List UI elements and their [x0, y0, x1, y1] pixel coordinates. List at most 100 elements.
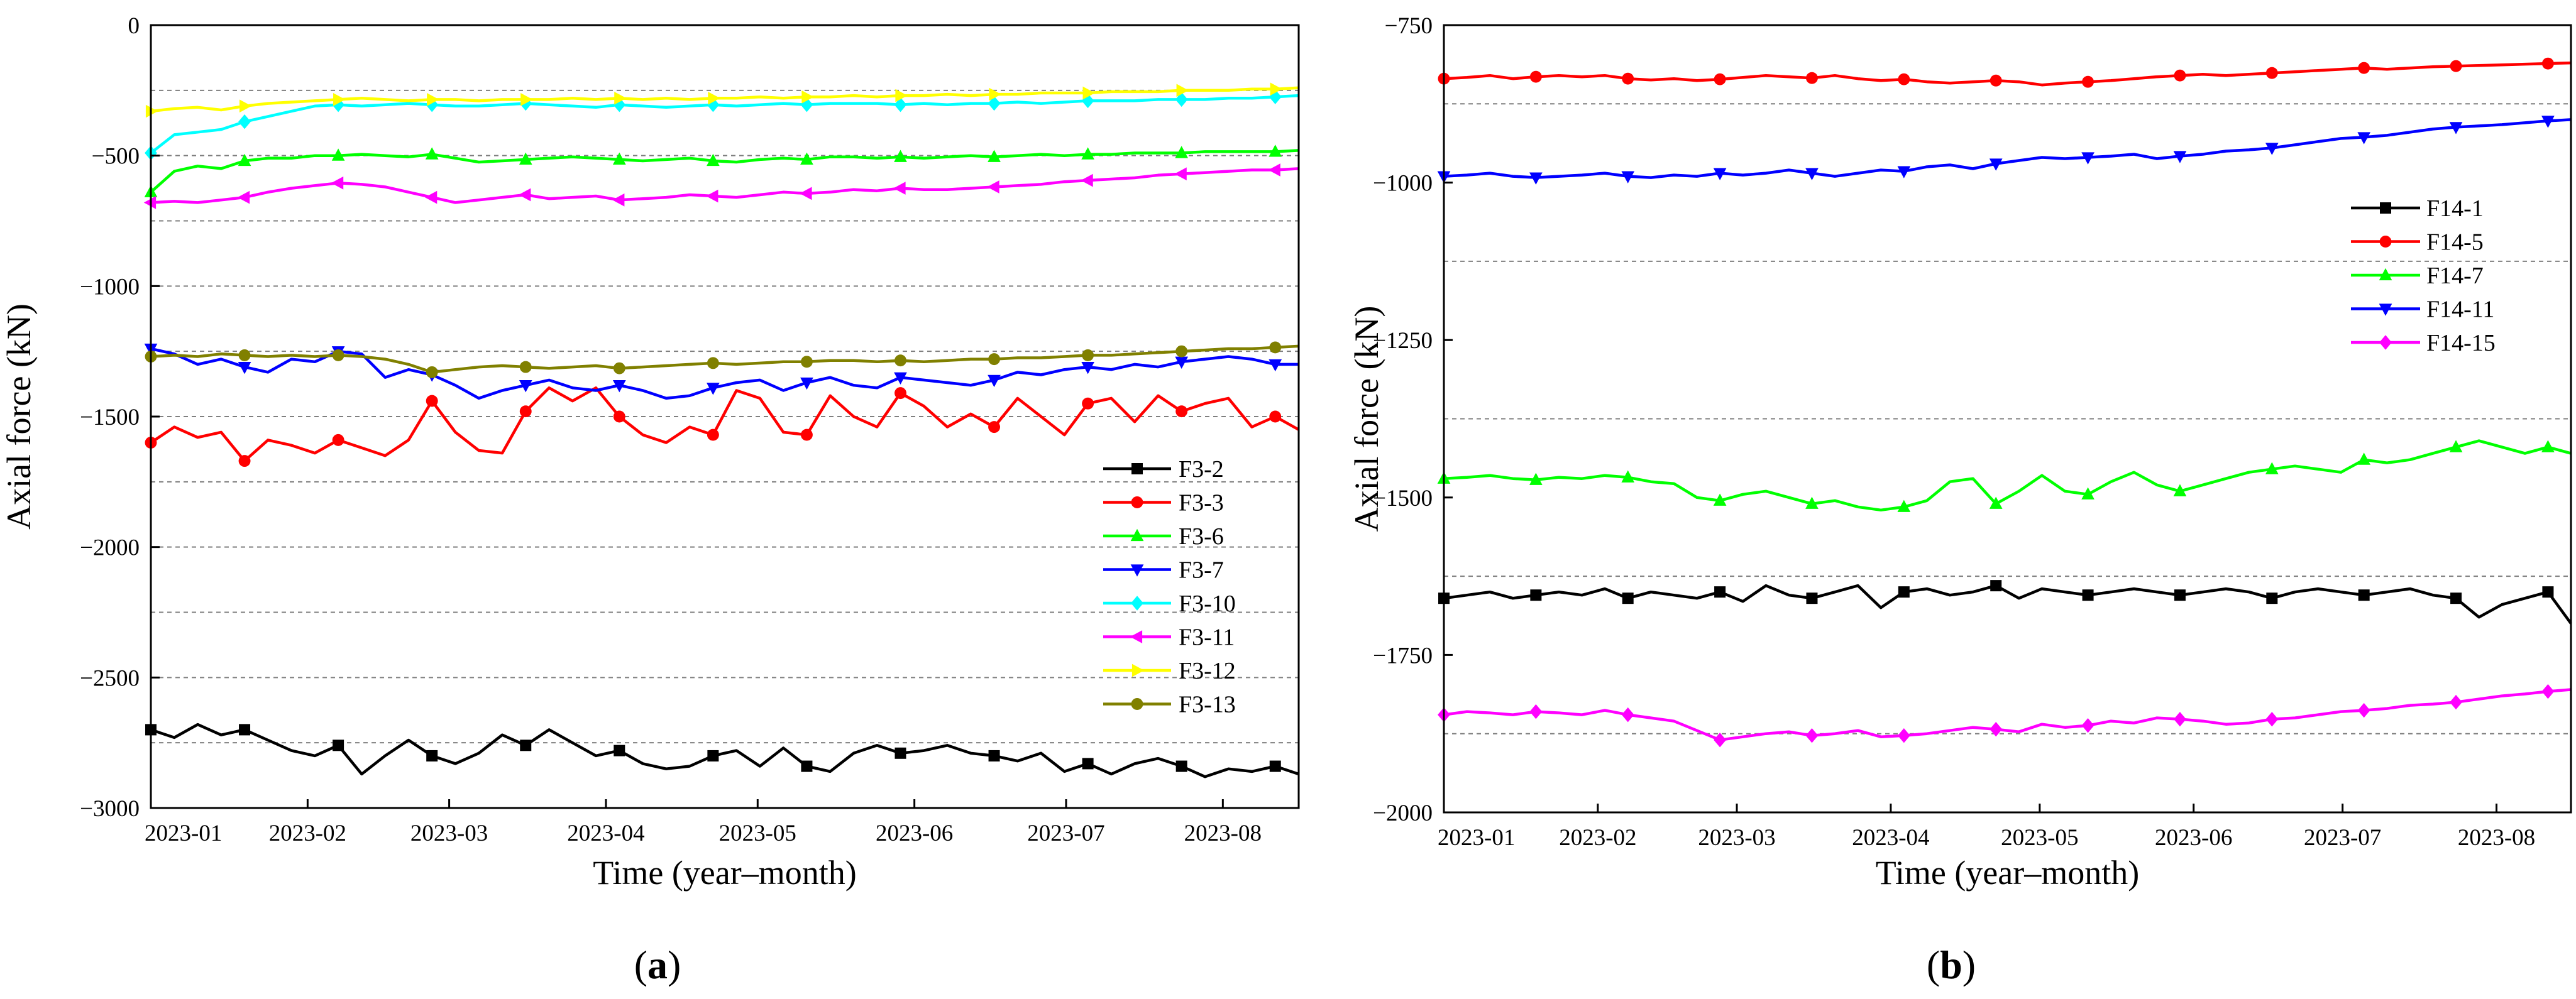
series-group — [1437, 57, 2572, 748]
legend-label: F3-13 — [1179, 692, 1236, 718]
data-point — [520, 740, 532, 751]
data-point — [1081, 173, 1093, 187]
data-point — [332, 349, 344, 361]
data-point — [707, 383, 720, 395]
data-point — [1082, 349, 1094, 361]
data-point — [1897, 500, 1911, 512]
data-point — [1714, 586, 1726, 598]
data-point — [1989, 158, 2003, 171]
data-point — [1175, 356, 1189, 369]
data-point — [987, 180, 999, 194]
data-point — [1898, 586, 1910, 598]
y-tick-label: −2000 — [80, 535, 140, 561]
data-point — [1268, 163, 1280, 177]
x-tick-label: 2023-04 — [567, 821, 644, 846]
data-point — [1529, 472, 1543, 485]
legend-item: F3-10 — [1103, 591, 1236, 617]
data-point — [2265, 67, 2278, 79]
x-tick-label: 2023-01 — [1438, 825, 1515, 851]
data-point — [2081, 152, 2094, 165]
legend-item: F3-2 — [1103, 456, 1224, 483]
series-F14-15 — [1438, 684, 2572, 748]
data-point — [1990, 74, 2002, 87]
data-point — [1990, 580, 2002, 592]
legend-item: F14-15 — [2351, 330, 2496, 356]
data-point — [707, 97, 720, 112]
data-point — [613, 362, 625, 374]
data-point — [1621, 171, 1635, 183]
data-point — [988, 374, 1001, 388]
grid-lines — [151, 89, 1299, 744]
data-point — [2265, 143, 2279, 155]
data-point — [707, 750, 719, 762]
series-F14-5 — [1438, 57, 2572, 88]
x-axis-title: Time (year–month) — [1876, 854, 2139, 892]
series-F3-6 — [144, 145, 1299, 197]
series-line — [1443, 118, 2572, 179]
data-point — [1174, 167, 1187, 181]
legend-item: F3-7 — [1103, 557, 1224, 584]
data-point — [707, 429, 719, 441]
x-axis: 2023-01 2023-02 2023-03 2023-04 2023-05 2023-… — [145, 799, 1262, 846]
data-point — [614, 91, 627, 105]
x-tick-label: 2023-03 — [1698, 825, 1775, 851]
y-tick-label: −1750 — [1373, 643, 1433, 669]
data-point — [894, 372, 907, 385]
data-point — [2541, 684, 2555, 699]
data-point — [707, 153, 720, 166]
legend-marker — [1131, 596, 1143, 611]
series-F14-11 — [1437, 116, 2572, 185]
data-point — [1805, 168, 1819, 180]
data-point — [2265, 462, 2279, 474]
x-tick-label: 2023-07 — [1027, 821, 1104, 846]
y-tick-label: −1000 — [1373, 171, 1433, 197]
y-tick-label: −1500 — [80, 405, 140, 430]
data-point — [1805, 728, 1819, 743]
data-point — [238, 361, 251, 374]
data-point — [1269, 410, 1282, 423]
data-point — [800, 429, 813, 441]
series-F14-1 — [1438, 580, 2572, 625]
legend-label: F3-6 — [1179, 523, 1224, 550]
data-point — [1530, 589, 1542, 601]
x-tick-label: 2023-05 — [2001, 825, 2078, 851]
data-point — [894, 150, 907, 162]
legend-label: F3-2 — [1179, 456, 1224, 483]
data-point — [988, 421, 1001, 434]
data-point — [894, 387, 906, 400]
data-point — [333, 740, 344, 751]
legend-label: F3-3 — [1179, 490, 1224, 516]
data-point — [894, 747, 906, 759]
legend-marker — [1131, 698, 1143, 710]
data-point — [519, 380, 532, 393]
legend-item: F3-3 — [1103, 490, 1224, 516]
legend-marker — [2379, 335, 2392, 350]
data-point — [519, 361, 532, 373]
data-point — [2081, 487, 2094, 500]
data-point — [519, 405, 532, 418]
data-point — [2541, 440, 2555, 452]
data-point — [519, 152, 532, 165]
data-point — [2082, 75, 2094, 88]
data-point — [2265, 711, 2279, 727]
data-point — [1529, 172, 1543, 185]
data-point — [1898, 73, 1910, 85]
data-point — [2358, 62, 2370, 74]
series-F14-7 — [1437, 439, 2572, 512]
data-point — [239, 724, 251, 736]
data-point — [2450, 592, 2462, 604]
data-point — [1269, 341, 1282, 354]
x-tick-label: 2023-08 — [2458, 825, 2535, 851]
x-tick-label: 2023-02 — [269, 821, 346, 846]
series-line — [1443, 439, 2572, 512]
series-line — [150, 723, 1299, 778]
data-point — [1713, 493, 1727, 506]
y-tick-label: −3000 — [80, 796, 140, 822]
data-point — [1622, 72, 1634, 85]
data-point — [1081, 361, 1094, 374]
legend-label: F14-11 — [2426, 297, 2494, 323]
data-point — [895, 89, 908, 102]
legend-label: F3-7 — [1179, 557, 1224, 584]
plot-frame — [1443, 24, 2572, 814]
